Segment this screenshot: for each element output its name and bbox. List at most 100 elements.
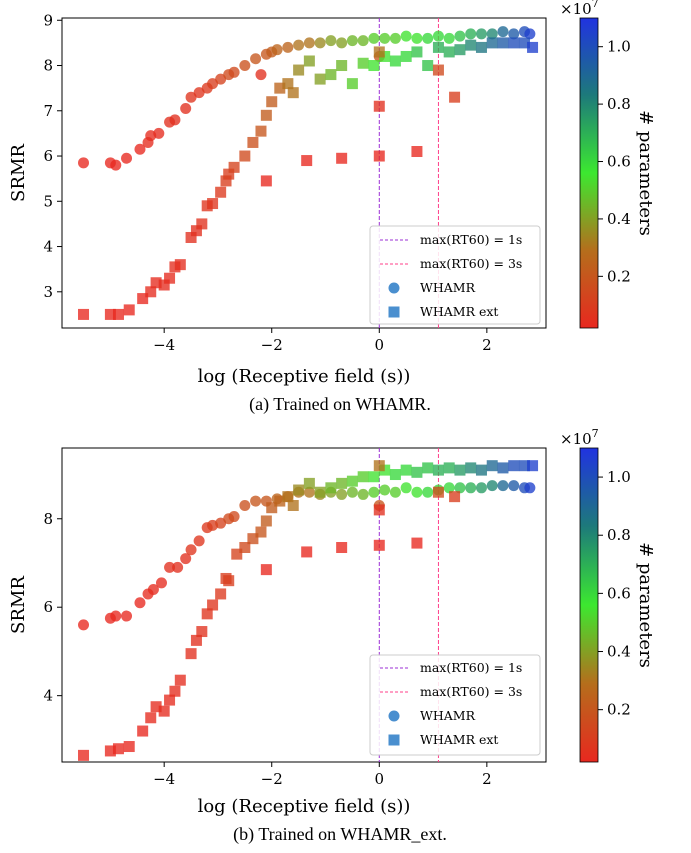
whamr-ext-point xyxy=(422,462,434,474)
y-tick-label: 9 xyxy=(43,11,53,29)
whamr-ext-point xyxy=(411,537,423,549)
whamr-point xyxy=(164,561,176,573)
whamr-point xyxy=(357,488,369,500)
whamr-point xyxy=(454,482,466,494)
colorbar-ticks: 0.2 0.4 0.6 0.8 1.0 xyxy=(598,38,631,285)
whamr-point xyxy=(78,619,90,631)
whamr-ext-point xyxy=(368,60,380,72)
caption: (b) Trained on WHAMR_ext. xyxy=(233,824,447,845)
whamr-ext-point xyxy=(411,466,423,478)
whamr-ext-point xyxy=(336,542,348,554)
x-tick-label: 2 xyxy=(482,336,492,354)
whamr-ext-point xyxy=(465,462,477,474)
whamr-ext-point xyxy=(303,477,315,489)
y-ticks: 3 4 5 6 7 8 9 xyxy=(43,11,62,301)
whamr-ext-point xyxy=(266,502,278,514)
whamr-ext-point xyxy=(454,44,466,56)
whamr-point xyxy=(215,517,227,529)
whamr-ext-point xyxy=(150,701,162,713)
whamr-ext-point xyxy=(497,37,509,49)
whamr-ext-point xyxy=(449,491,461,503)
whamr-ext-point xyxy=(465,39,477,51)
legend-label-whamr: WHAMR xyxy=(420,280,476,295)
plot-frame xyxy=(61,17,547,329)
whamr-point xyxy=(379,484,391,496)
whamr-point xyxy=(486,480,498,492)
whamr-point xyxy=(121,152,133,164)
colorbar-tick-label: 0.4 xyxy=(607,643,631,661)
whamr-ext-point xyxy=(260,175,272,187)
whamr-ext-point xyxy=(432,486,444,498)
whamr-ext-point xyxy=(174,259,186,271)
colorbar: 0.2 0.4 0.6 0.8 1.0 ×107 # parameters xyxy=(560,427,656,763)
legend-marker-whamr xyxy=(388,710,400,722)
whamr-point xyxy=(411,32,423,44)
colorbar-tick-label: 0.6 xyxy=(607,584,631,602)
whamr-point xyxy=(524,482,536,494)
whamr-ext-point xyxy=(475,41,487,53)
whamr-point xyxy=(524,28,536,40)
whamr-ext-point xyxy=(223,168,235,180)
whamr-ext-point xyxy=(78,749,90,761)
whamr-ext-point xyxy=(104,308,116,320)
whamr-ext-point xyxy=(247,136,259,148)
whamr-ext-point xyxy=(432,464,444,476)
colorbar-scale: ×107 xyxy=(560,427,599,448)
y-axis-label: SRMR xyxy=(8,144,29,202)
whamr-ext-point xyxy=(287,87,299,99)
whamr-ext-point xyxy=(164,694,176,706)
y-tick-label: 6 xyxy=(43,598,53,616)
whamr-ext-point xyxy=(373,539,385,551)
whamr-point xyxy=(78,157,90,169)
whamr-point xyxy=(497,480,509,492)
whamr-ext-point xyxy=(231,548,243,560)
whamr-ext-point xyxy=(486,460,498,472)
legend-label-whamr: WHAMR xyxy=(420,708,476,723)
colorbar-gradient xyxy=(579,17,599,329)
whamr-ext-point xyxy=(373,504,385,516)
whamr-point xyxy=(422,32,434,44)
whamr-ext-point xyxy=(282,78,294,90)
whamr-ext-point xyxy=(220,175,232,187)
whamr-ext-point xyxy=(266,96,278,108)
whamr-ext-point xyxy=(228,161,240,173)
whamr-point xyxy=(271,44,283,56)
whamr-ext-point xyxy=(373,46,385,58)
whamr-ext-point xyxy=(169,685,181,697)
whamr-point xyxy=(325,35,337,47)
whamr-ext-point xyxy=(389,469,401,481)
whamr-ext-point xyxy=(422,60,434,72)
whamr-ext-point xyxy=(293,64,305,76)
whamr-point xyxy=(110,610,122,622)
whamr-point xyxy=(508,28,520,40)
y-tick-label: 4 xyxy=(43,238,53,256)
whamr-point xyxy=(379,32,391,44)
whamr-ext-point xyxy=(449,91,461,103)
colorbar-tick-label: 0.2 xyxy=(607,701,631,719)
x-tick-label: 0 xyxy=(375,770,385,788)
whamr-ext-point xyxy=(314,486,326,498)
legend-label-whamr-ext: WHAMR ext xyxy=(420,304,498,319)
whamr-ext-point xyxy=(486,37,498,49)
legend-label-rt60-3s: max(RT60) = 3s xyxy=(420,684,522,699)
y-axis-label: SRMR xyxy=(8,576,29,634)
whamr-ext-point xyxy=(145,286,157,298)
whamr-point xyxy=(193,87,205,99)
whamr-ext-point xyxy=(274,495,286,507)
colorbar-tick-label: 1.0 xyxy=(607,468,631,486)
whamr-point xyxy=(336,488,348,500)
colorbar-tick-label: 0.6 xyxy=(607,153,631,171)
whamr-point xyxy=(303,37,315,49)
whamr-point xyxy=(508,480,520,492)
legend-label-whamr-ext: WHAMR ext xyxy=(420,732,498,747)
whamr-ext-point xyxy=(432,64,444,76)
whamr-ext-point xyxy=(185,231,197,243)
whamr-ext-point xyxy=(373,150,385,162)
whamr-ext-point xyxy=(301,155,313,167)
whamr-point xyxy=(389,32,401,44)
y-tick-label: 3 xyxy=(43,283,53,301)
whamr-ext-point xyxy=(373,100,385,112)
whamr-ext-point xyxy=(325,69,337,81)
y-tick-label: 7 xyxy=(43,102,53,120)
